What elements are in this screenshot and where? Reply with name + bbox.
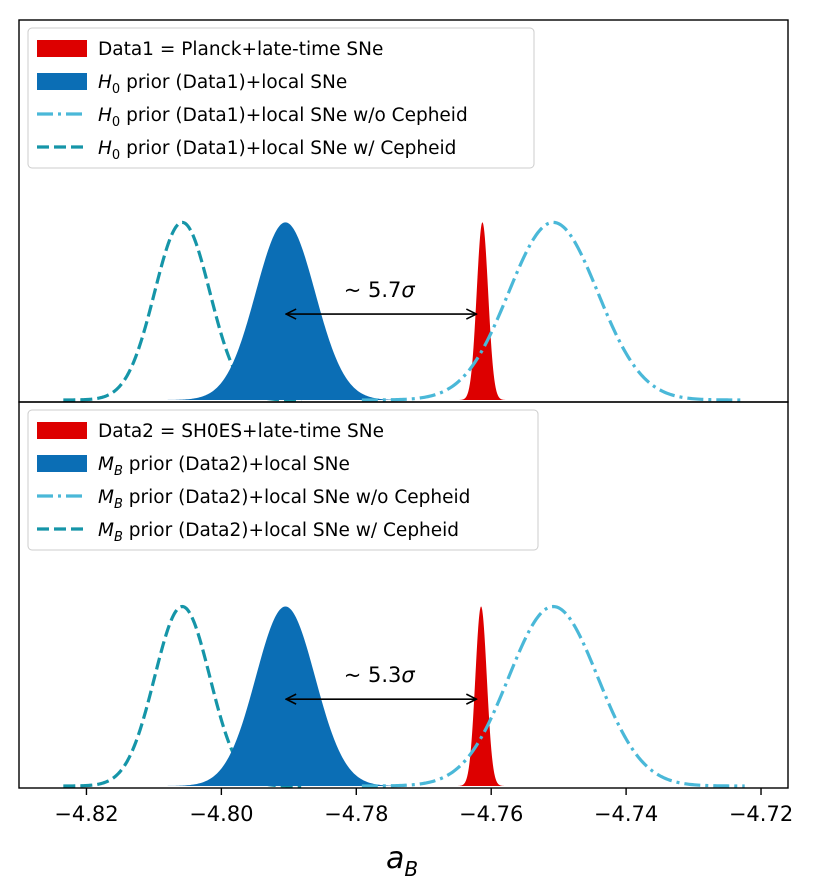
legend-label-part: prior (Data1)+local SNe	[120, 72, 347, 93]
legend-label-part: H	[98, 72, 112, 93]
series-prior-area-panel-2	[157, 606, 414, 786]
legend-label-part: B	[114, 464, 123, 479]
legend-label-part: prior (Data2)+local SNe	[123, 454, 350, 475]
x-tick-label: −4.82	[54, 802, 118, 826]
legend-label-part: prior (Data1)+local SNe w/o Cepheid	[120, 105, 467, 126]
legend-label: H0 prior (Data1)+local SNe	[98, 72, 347, 97]
legend-label-part: H	[98, 105, 112, 126]
legend-label-part: H	[98, 138, 112, 159]
tension-value: ~ 5.3	[344, 663, 402, 687]
legend-label-part: prior (Data1)+local SNe w/ Cepheid	[120, 138, 456, 159]
x-tick-label: −4.78	[324, 802, 388, 826]
tension-value: ~ 5.7	[344, 278, 402, 302]
legend-box	[27, 27, 535, 169]
legend-label: MB prior (Data2)+local SNe w/o Cepheid	[98, 487, 470, 512]
sigma-symbol: σ	[401, 663, 415, 687]
legend-label: Data2 = SH0ES+late-time SNe	[98, 421, 384, 442]
legend-label-part: 0	[112, 115, 120, 130]
legend-label-part: 0	[112, 148, 120, 163]
legend-label-part: prior (Data2)+local SNe w/ Cepheid	[123, 520, 459, 541]
legend-label-part: B	[114, 497, 123, 512]
legend-label-part: B	[114, 530, 123, 545]
sigma-symbol: σ	[401, 278, 415, 302]
legend-label: MB prior (Data2)+local SNe w/ Cepheid	[98, 520, 459, 545]
x-axis-label-sub: B	[404, 857, 418, 881]
legend-swatch-data	[37, 40, 87, 57]
legend-label-part: Data1 = Planck+late-time SNe	[98, 39, 383, 60]
tension-label-panel-2: ~ 5.3σ	[344, 663, 416, 687]
series-prior-area-panel-1	[157, 222, 414, 400]
series-wo_cepheid-line-panel-2	[361, 604, 745, 788]
legend-label: H0 prior (Data1)+local SNe w/ Cepheid	[98, 138, 456, 163]
legend-label: H0 prior (Data1)+local SNe w/o Cepheid	[98, 105, 468, 130]
x-tick-label: −4.74	[594, 802, 658, 826]
series-w_cepheid-line-panel-2	[63, 604, 302, 788]
series-data-area-panel-1	[457, 222, 508, 400]
legend-label-part: M	[98, 454, 114, 475]
legend-label-part: Data2 = SH0ES+late-time SNe	[98, 421, 384, 442]
legend-swatch-data	[37, 422, 87, 439]
legend-label-part: prior (Data2)+local SNe w/o Cepheid	[123, 487, 470, 508]
legend-label: Data1 = Planck+late-time SNe	[98, 39, 383, 60]
legend-swatch-prior	[37, 455, 87, 472]
x-tick-label: −4.80	[189, 802, 253, 826]
legend-label-part: 0	[112, 82, 120, 97]
x-tick-label: −4.72	[729, 802, 793, 826]
x-tick-label: −4.76	[459, 802, 523, 826]
legend-label-part: M	[98, 487, 114, 508]
legend-label-part: M	[98, 520, 114, 541]
tension-label-panel-1: ~ 5.7σ	[344, 278, 416, 302]
x-axis-label-main: a	[386, 841, 404, 876]
legend-label: MB prior (Data2)+local SNe	[98, 454, 350, 479]
series-data-area-panel-2	[456, 606, 506, 786]
x-axis-label: aB	[386, 841, 418, 881]
panel-frame	[18, 401, 789, 789]
legend-box	[27, 409, 539, 551]
series-wo_cepheid-line-panel-1	[361, 220, 745, 402]
legend-swatch-prior	[37, 73, 87, 90]
